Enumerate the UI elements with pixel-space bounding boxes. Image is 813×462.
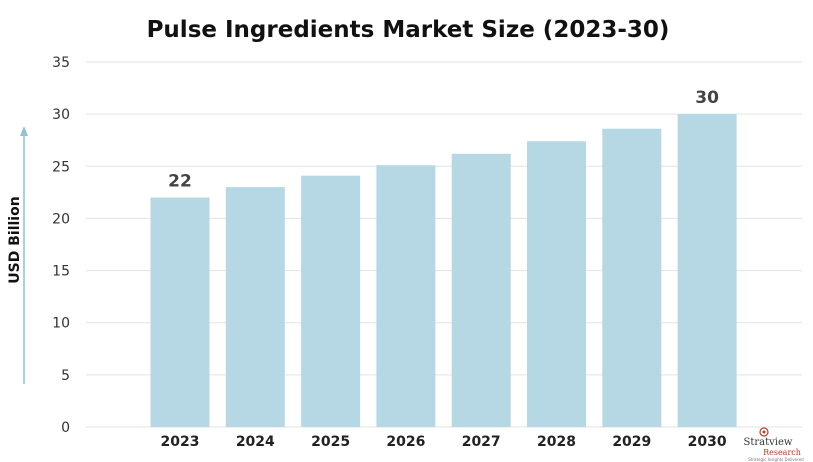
x-tick-label: 2024 [236,434,275,450]
logo-tagline: Strategic Insights Delivered [748,457,804,462]
y-axis-arrow [20,126,28,384]
y-tick-label: 5 [61,368,70,384]
bar-2024 [225,187,285,427]
data-label: 22 [168,172,192,192]
x-tick-label: 2023 [161,434,200,450]
x-tick-label: 2030 [688,434,727,450]
logo-mark-icon [759,427,769,437]
y-axis-arrow-head [20,126,28,136]
bar-2027 [451,153,511,427]
bar-2028 [527,141,586,427]
y-tick-label: 30 [52,107,70,123]
y-axis-ticks: 0 5 10 15 20 25 30 35 [52,55,70,436]
logo-sub: Research [763,448,801,457]
x-tick-label: 2025 [311,434,350,450]
stratview-logo: Stratview Research Strategic Insights De… [744,427,804,462]
x-axis-ticks: 2023 2024 2025 2026 2027 2028 2029 2030 [161,434,727,450]
bar-2029 [602,128,662,427]
y-tick-label: 0 [61,420,70,436]
data-label: 30 [695,88,719,108]
y-tick-label: 15 [52,264,70,280]
y-tick-label: 25 [52,159,70,175]
chart-title: Pulse Ingredients Market Size (2023-30) [147,17,670,43]
data-labels: 22 30 [168,88,719,191]
x-tick-label: 2029 [612,434,651,450]
bar-2023 [150,197,210,427]
y-axis-label: USD Billion [7,196,23,283]
x-tick-label: 2026 [386,434,425,450]
y-tick-label: 20 [52,211,70,227]
logo-name: Stratview [744,437,793,448]
logo-mark-dot [762,430,766,434]
x-tick-label: 2028 [537,434,576,450]
y-tick-label: 10 [52,316,70,332]
bars [150,114,737,428]
y-tick-label: 35 [52,55,70,71]
bar-2030 [677,114,737,428]
x-tick-label: 2027 [462,434,501,450]
bar-2025 [301,175,361,427]
bar-2026 [376,165,436,427]
